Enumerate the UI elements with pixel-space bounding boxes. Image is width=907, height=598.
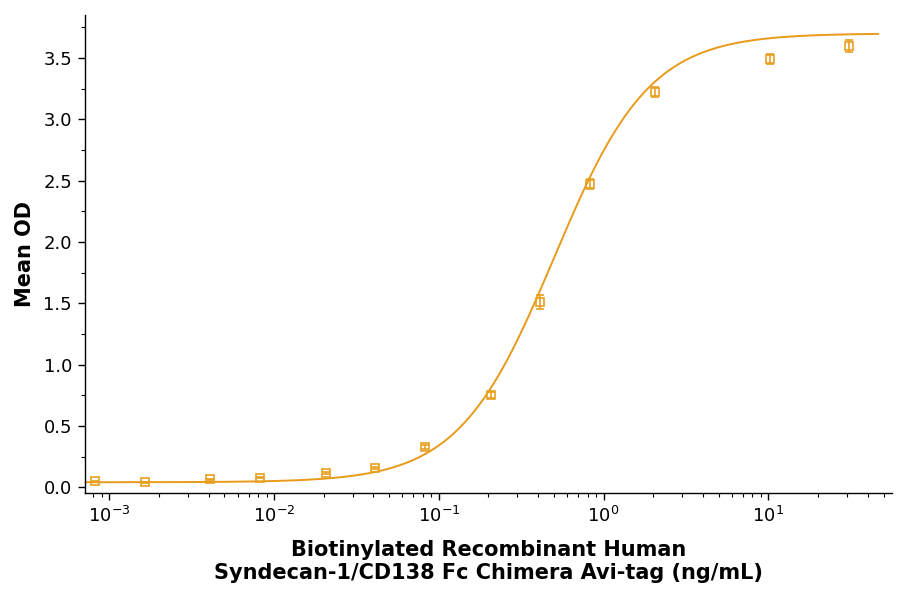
Y-axis label: Mean OD: Mean OD <box>15 201 35 307</box>
X-axis label: Biotinylated Recombinant Human
Syndecan-1/CD138 Fc Chimera Avi-tag (ng/mL): Biotinylated Recombinant Human Syndecan-… <box>214 540 763 583</box>
